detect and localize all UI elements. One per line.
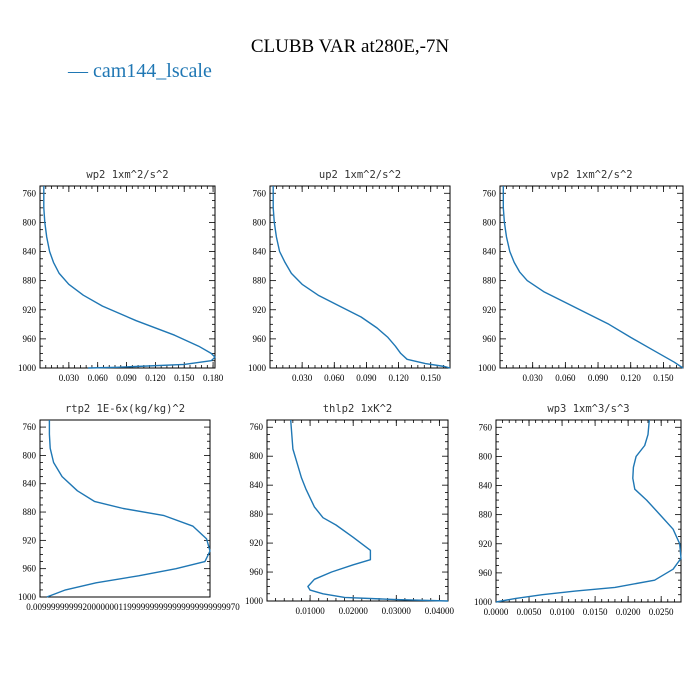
y-tick-label: 840 bbox=[23, 247, 37, 257]
y-tick-label: 760 bbox=[253, 188, 267, 198]
y-tick-label: 960 bbox=[250, 567, 264, 577]
y-tick-label: 840 bbox=[253, 247, 267, 257]
y-tick-label: 920 bbox=[23, 535, 37, 545]
y-tick-label: 880 bbox=[253, 276, 267, 286]
x-tick-label: 0.01000 bbox=[295, 606, 325, 616]
x-tick-label: 0.0000 bbox=[484, 607, 509, 617]
x-tick-label: 0.090 bbox=[116, 373, 137, 383]
figure-title: CLUBB VAR at280E,-7N bbox=[250, 36, 450, 57]
y-tick-label: 880 bbox=[483, 276, 497, 286]
y-tick-label: 760 bbox=[23, 188, 37, 198]
x-tick-label: 0.060 bbox=[88, 373, 109, 383]
y-tick-label: 800 bbox=[23, 450, 37, 460]
y-tick-label: 760 bbox=[479, 422, 493, 432]
x-tick-label: 0.120 bbox=[145, 373, 166, 383]
y-tick-label: 760 bbox=[250, 422, 264, 432]
legend-label: cam144_lscale bbox=[93, 60, 212, 82]
y-tick-label: 960 bbox=[23, 564, 37, 574]
y-tick-label: 920 bbox=[479, 539, 493, 549]
x-tick-label: 0.060 bbox=[324, 373, 345, 383]
x-tick-label: 0.00999999999200000001199999999999999999… bbox=[26, 602, 240, 612]
panel-frame bbox=[495, 419, 682, 603]
x-tick-label: 0.150 bbox=[421, 373, 442, 383]
x-tick-label: 0.030 bbox=[523, 373, 544, 383]
x-tick-label: 0.03000 bbox=[382, 606, 412, 616]
x-tick-label: 0.180 bbox=[203, 373, 224, 383]
y-tick-label: 1000 bbox=[248, 363, 267, 373]
x-tick-label: 0.030 bbox=[292, 373, 313, 383]
panel-title: rtp2 1E-6x(kg/kg)^2 bbox=[65, 403, 185, 415]
panel-title: vp2 1xm^2/s^2 bbox=[550, 169, 632, 181]
y-tick-label: 880 bbox=[23, 276, 37, 286]
y-tick-label: 960 bbox=[253, 334, 267, 344]
series-line-cam144-lscale bbox=[290, 419, 449, 602]
y-tick-label: 800 bbox=[23, 217, 37, 227]
y-tick-label: 800 bbox=[250, 451, 264, 461]
legend-line-swatch: — bbox=[68, 60, 88, 82]
x-tick-label: 0.0200 bbox=[616, 607, 641, 617]
panel-frame bbox=[39, 185, 216, 369]
y-tick-label: 1000 bbox=[245, 596, 264, 606]
panel-frame bbox=[39, 419, 211, 598]
y-tick-label: 960 bbox=[23, 334, 37, 344]
series-line-cam144-lscale bbox=[272, 186, 451, 369]
y-tick-label: 840 bbox=[483, 247, 497, 257]
y-tick-label: 800 bbox=[479, 451, 493, 461]
x-tick-label: 0.120 bbox=[621, 373, 642, 383]
x-tick-label: 0.0050 bbox=[517, 607, 542, 617]
y-tick-label: 880 bbox=[250, 509, 264, 519]
panel-frame bbox=[499, 185, 684, 369]
y-tick-label: 1000 bbox=[478, 363, 497, 373]
y-tick-label: 800 bbox=[483, 217, 497, 227]
y-tick-label: 960 bbox=[479, 568, 493, 578]
x-tick-label: 0.030 bbox=[59, 373, 80, 383]
y-tick-label: 840 bbox=[250, 480, 264, 490]
legend: — cam144_lscale bbox=[68, 60, 212, 83]
panel-title: thlp2 1xK^2 bbox=[323, 403, 393, 415]
y-tick-label: 840 bbox=[479, 481, 493, 491]
x-tick-label: 0.0250 bbox=[649, 607, 674, 617]
y-tick-label: 1000 bbox=[474, 597, 493, 607]
y-tick-label: 880 bbox=[479, 510, 493, 520]
y-tick-label: 960 bbox=[483, 334, 497, 344]
panel-frame bbox=[266, 419, 449, 602]
y-tick-label: 800 bbox=[253, 217, 267, 227]
x-tick-label: 0.150 bbox=[653, 373, 674, 383]
y-tick-label: 920 bbox=[483, 305, 497, 315]
y-tick-label: 760 bbox=[483, 188, 497, 198]
y-tick-label: 840 bbox=[23, 479, 37, 489]
y-tick-label: 880 bbox=[23, 507, 37, 517]
y-tick-label: 920 bbox=[250, 538, 264, 548]
y-tick-label: 920 bbox=[253, 305, 267, 315]
x-tick-label: 0.060 bbox=[555, 373, 576, 383]
x-tick-label: 0.090 bbox=[588, 373, 609, 383]
x-tick-label: 0.0150 bbox=[583, 607, 608, 617]
series-line-cam144-lscale bbox=[495, 419, 682, 603]
x-tick-label: 0.150 bbox=[174, 373, 195, 383]
series-line-cam144-lscale bbox=[43, 186, 216, 369]
x-tick-label: 0.0100 bbox=[550, 607, 575, 617]
panel-frame bbox=[269, 185, 451, 369]
y-tick-label: 760 bbox=[23, 422, 37, 432]
y-tick-label: 920 bbox=[23, 305, 37, 315]
series-line-cam144-lscale bbox=[46, 420, 211, 598]
x-tick-label: 0.04000 bbox=[425, 606, 455, 616]
panel-title: wp3 1xm^3/s^3 bbox=[547, 403, 629, 415]
x-tick-label: 0.02000 bbox=[339, 606, 369, 616]
panel-title: up2 1xm^2/s^2 bbox=[319, 169, 401, 181]
x-tick-label: 0.090 bbox=[356, 373, 377, 383]
y-tick-label: 1000 bbox=[18, 363, 37, 373]
y-tick-label: 1000 bbox=[18, 592, 37, 602]
x-tick-label: 0.120 bbox=[388, 373, 409, 383]
panel-title: wp2 1xm^2/s^2 bbox=[86, 169, 168, 181]
series-line-cam144-lscale bbox=[502, 186, 684, 369]
